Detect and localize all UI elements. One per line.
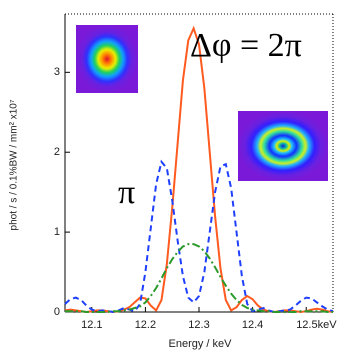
y-tick-label: 1 (54, 226, 60, 238)
y-tick-label: 2 (54, 146, 60, 158)
chart: 0 1 2 3 12.1 12.2 12.3 12.4 12.5keV Δφ = 2π π En… (0, 0, 338, 350)
annotation: π (118, 174, 135, 211)
data-line (65, 162, 333, 312)
page: {"chart_data": {"type": "line", "x_label… (0, 0, 338, 350)
x-tick-label: 12.5keV (296, 319, 337, 331)
inset-image (76, 25, 138, 93)
annotation: Δφ = 2π (190, 27, 302, 64)
y-tick-label: 0 (54, 306, 60, 318)
x-tick-label: 12.4 (242, 319, 263, 331)
inset-image (238, 111, 328, 181)
y-tick-label: 3 (54, 66, 60, 78)
x-tick-label: 12.1 (81, 319, 102, 331)
x-tick-label: 12.3 (188, 319, 209, 331)
x-tick-label: 12.2 (135, 319, 156, 331)
y-axis-label: phot / s / 0.1%BW / mm² x10⁷ (9, 99, 20, 230)
data-line (65, 244, 333, 312)
x-axis-label: Energy / keV (169, 338, 233, 350)
